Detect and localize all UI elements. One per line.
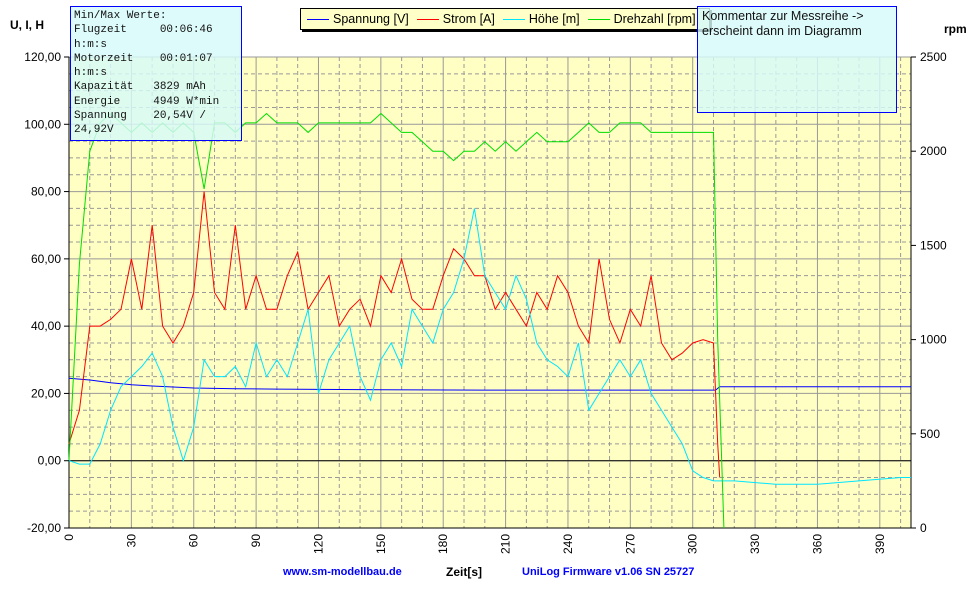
x-tick-label: 150: [374, 534, 388, 554]
minmax-line: h:m:s: [74, 67, 108, 80]
legend-item: Drehzahl [rpm]: [587, 12, 696, 26]
y-right-tick-label: 1500: [920, 238, 947, 252]
y-right-tick-label: 0: [920, 521, 927, 535]
legend-swatch: [307, 19, 329, 21]
minmax-line: Motorzeit 00:01:07: [74, 52, 213, 65]
y-left-tick-label: -20,00: [27, 521, 61, 535]
x-tick-label: 120: [311, 534, 325, 554]
y-left-tick-label: 100,00: [24, 117, 61, 131]
legend-swatch: [416, 19, 439, 21]
x-tick-label: 210: [499, 534, 513, 554]
x-tick-label: 60: [187, 534, 201, 548]
series-line-höhe: [68, 208, 911, 485]
x-tick-label: 270: [623, 534, 637, 554]
y-left-tick-label: 40,00: [31, 319, 61, 333]
minmax-box: Min/Max Werte: Flugzeit 00:06:46 h:m:s Moto…: [70, 6, 242, 141]
x-tick-label: 30: [124, 534, 138, 548]
series-line-spannung: [68, 377, 911, 391]
x-tick-label: 90: [249, 534, 263, 548]
minmax-line: Kapazität 3829 mAh: [74, 81, 207, 94]
legend-swatch: [587, 19, 610, 21]
x-tick-label: 240: [561, 534, 575, 554]
x-tick-label: 390: [873, 534, 887, 554]
y-left-tick-label: 120,00: [24, 50, 61, 64]
y-left-label: U, I, H: [10, 18, 45, 32]
y-right-tick-label: 500: [920, 427, 940, 441]
minmax-line: 24,92V: [74, 124, 114, 137]
y-left-tick-label: 20,00: [31, 386, 61, 400]
y-right-tick-label: 2500: [920, 50, 947, 64]
minmax-line: Spannung 20,54V /: [74, 110, 207, 123]
y-right-tick-label: 2000: [920, 144, 947, 158]
legend-label: Höhe [m]: [528, 12, 580, 26]
y-left-tick-label: 0,00: [38, 454, 62, 468]
comment-box[interactable]: Kommentar zur Messreihe -> erscheint dan…: [697, 6, 897, 113]
minmax-line: h:m:s: [74, 38, 108, 51]
legend-label: Spannung [V]: [333, 12, 409, 26]
legend-item: Spannung [V]: [307, 12, 409, 26]
x-tick-label: 360: [810, 534, 824, 554]
legend-item: Strom [A]: [416, 12, 495, 26]
legend-label: Strom [A]: [442, 12, 495, 26]
y-right-label: rpm: [944, 22, 967, 36]
x-tick-label: 180: [436, 534, 450, 554]
x-tick-label: 330: [748, 534, 762, 554]
footer-firmware: UniLog Firmware v1.06 SN 25727: [522, 566, 695, 578]
x-label: Zeit[s]: [446, 565, 482, 579]
minmax-line: Energie 4949 W*min: [74, 95, 220, 108]
legend-swatch: [502, 19, 525, 21]
y-right-tick-label: 1000: [920, 333, 947, 347]
x-tick-label: 0: [62, 534, 76, 541]
y-left-tick-label: 60,00: [31, 252, 61, 266]
footer-website: www.sm-modellbau.de: [283, 566, 402, 578]
legend-item: Höhe [m]: [502, 12, 580, 26]
x-tick-label: 300: [686, 534, 700, 554]
legend: Spannung [V] Strom [A] Höhe [m] Drehzahl [r…: [300, 8, 710, 30]
series-line-strom: [68, 191, 721, 478]
minmax-line: Flugzeit 00:06:46: [74, 24, 213, 37]
y-left-tick-label: 80,00: [31, 185, 61, 199]
legend-label: Drehzahl [rpm]: [613, 12, 696, 26]
minmax-line: Min/Max Werte:: [74, 10, 167, 22]
